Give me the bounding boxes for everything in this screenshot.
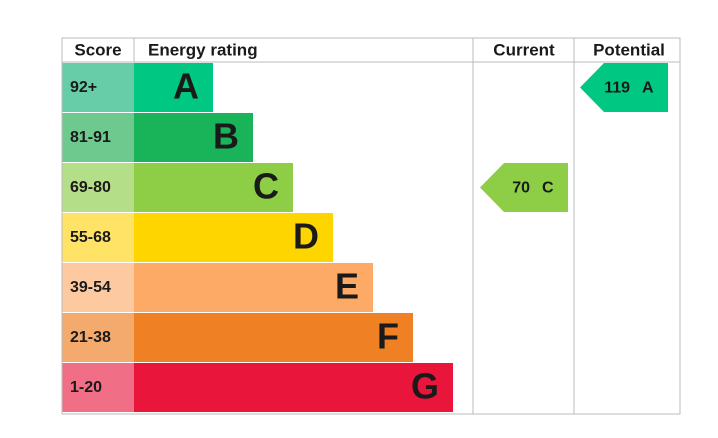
rating-arrow bbox=[580, 63, 668, 112]
rating-bar bbox=[134, 63, 213, 112]
score-cell bbox=[62, 163, 134, 212]
score-label: 81-91 bbox=[70, 129, 111, 146]
rating-bar bbox=[134, 163, 293, 212]
header-current: Current bbox=[493, 40, 555, 59]
rating-letter: D bbox=[293, 216, 319, 257]
arrow-value: 70 bbox=[512, 180, 530, 197]
score-label: 55-68 bbox=[70, 229, 111, 246]
rating-bar bbox=[134, 213, 333, 262]
rating-letter: E bbox=[335, 266, 359, 307]
frame bbox=[61, 37, 681, 415]
rating-bar bbox=[134, 363, 453, 412]
rating-bar bbox=[134, 313, 413, 362]
score-label: 21-38 bbox=[70, 329, 111, 346]
score-cell bbox=[62, 63, 134, 112]
rating-bar bbox=[134, 263, 373, 312]
rating-letter: G bbox=[411, 366, 439, 407]
rating-letter: F bbox=[377, 316, 399, 357]
arrow-band: A bbox=[642, 80, 654, 97]
header-rating: Energy rating bbox=[148, 40, 258, 59]
header-potential: Potential bbox=[593, 40, 665, 59]
score-cell bbox=[62, 113, 134, 162]
arrow-value: 119 bbox=[604, 80, 630, 97]
score-label: 69-80 bbox=[70, 179, 111, 196]
score-cell bbox=[62, 213, 134, 262]
rating-letter: B bbox=[213, 116, 239, 157]
rating-bar bbox=[134, 113, 253, 162]
score-label: 39-54 bbox=[70, 279, 111, 296]
score-cell bbox=[62, 263, 134, 312]
arrow-band: C bbox=[542, 180, 554, 197]
score-cell bbox=[62, 313, 134, 362]
rating-letter: C bbox=[253, 166, 279, 207]
score-cell bbox=[62, 363, 134, 412]
score-label: 92+ bbox=[70, 79, 97, 96]
rating-letter: A bbox=[173, 66, 199, 107]
header-score: Score bbox=[74, 40, 121, 59]
score-label: 1-20 bbox=[70, 379, 102, 396]
rating-arrow bbox=[480, 163, 568, 212]
